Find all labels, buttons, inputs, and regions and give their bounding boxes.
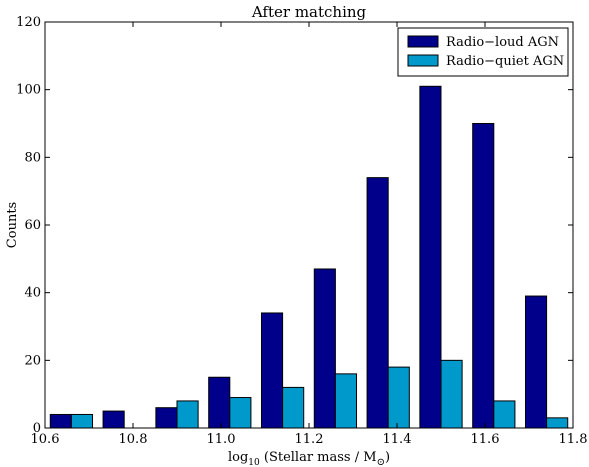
y-tick-label: 40: [24, 286, 41, 301]
legend-swatch: [407, 35, 439, 48]
x-axis-label-log: log: [228, 450, 248, 465]
x-tick-label: 10.8: [119, 432, 148, 447]
y-axis-label: Counts: [5, 202, 20, 248]
legend-swatch: [407, 54, 439, 67]
bar-radio-quiet-2: [176, 400, 199, 429]
x-axis-label-base: 10: [248, 458, 260, 467]
plot-frame: [44, 21, 574, 429]
y-tick-label: 60: [24, 218, 41, 233]
legend-label: Radio−loud AGN: [446, 35, 559, 50]
bar-radio-loud-0: [49, 413, 72, 429]
x-axis-label: log10 (Stellar mass / M⊙): [228, 450, 390, 467]
y-tick-label: 100: [16, 83, 41, 98]
bar-radio-loud-4: [260, 312, 284, 429]
y-tick-label: 80: [24, 150, 41, 165]
y-tick-label: 0: [33, 421, 41, 436]
bar-radio-loud-3: [208, 376, 231, 429]
ticks-group: 10.6 10.8 11.0 11.2 11.4 11.6 11.8 0 20 40 60 80 100…: [16, 15, 587, 447]
bar-radio-quiet-4: [282, 386, 305, 429]
bar-radio-loud-9: [524, 295, 548, 429]
x-tick-label: 11.6: [471, 432, 500, 447]
bar-radio-loud-2: [155, 407, 178, 429]
y-tick-label: 120: [16, 15, 41, 30]
x-tick-label: 11.8: [559, 432, 588, 447]
bar-radio-quiet-3: [229, 397, 252, 429]
x-tick-label: 11.2: [295, 432, 324, 447]
legend: Radio−loud AGN Radio−quiet AGN: [397, 27, 569, 77]
bar-radio-quiet-6: [387, 366, 410, 429]
bar-radio-loud-7: [419, 85, 442, 429]
y-tick-label: 20: [24, 353, 41, 368]
x-axis-label-close: ): [385, 450, 390, 465]
chart-title: After matching: [251, 3, 367, 21]
bar-radio-loud-1: [102, 410, 125, 429]
legend-label: Radio−quiet AGN: [446, 54, 564, 69]
x-axis-label-quantity: (Stellar mass / M: [260, 450, 377, 465]
bar-radio-loud-5: [313, 268, 336, 429]
x-axis-label-sun-subscript: ⊙: [377, 457, 385, 467]
x-tick-label: 11.0: [207, 432, 236, 447]
bar-radio-loud-6: [366, 177, 389, 429]
x-tick-label: 10.6: [31, 432, 60, 447]
bar-radio-loud-8: [472, 123, 495, 429]
bar-radio-quiet-9: [546, 417, 569, 429]
bar-radio-quiet-5: [334, 373, 358, 429]
bars-group: [49, 85, 569, 429]
bar-radio-quiet-0: [70, 413, 94, 429]
bar-radio-quiet-8: [493, 400, 516, 429]
bar-radio-quiet-7: [440, 359, 463, 429]
x-tick-label: 11.4: [383, 432, 412, 447]
